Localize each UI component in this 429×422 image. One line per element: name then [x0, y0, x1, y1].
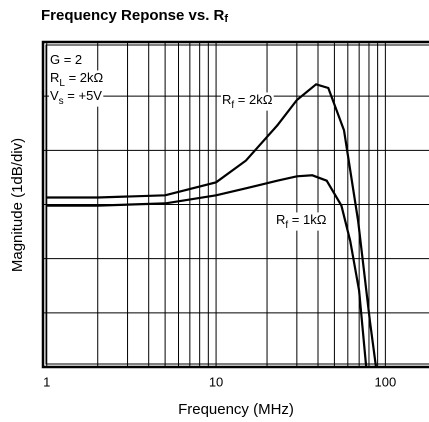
x-tick-label: 10 — [209, 374, 223, 389]
x-tick-label: 100 — [375, 374, 397, 389]
series-label-bg — [275, 212, 328, 231]
annotation-bg — [49, 70, 105, 89]
series-label-main: R — [276, 212, 285, 227]
annotation-bg — [49, 88, 104, 107]
plot-frame-inner — [45, 44, 429, 365]
series-label-main: R — [222, 92, 231, 107]
plot-frame — [41, 40, 429, 369]
chart-title: Frequency Reponse vs. Rf — [41, 7, 228, 25]
annotation-main: G = 2 — [50, 52, 82, 67]
annotation: Vs = +5V — [50, 88, 102, 106]
annotation-bg — [49, 52, 84, 68]
annotation-sub: L — [59, 78, 65, 89]
series-label-bg — [221, 92, 274, 111]
title-sub: f — [224, 13, 228, 25]
annotation: G = 2 — [50, 52, 82, 67]
series-label-sub: f — [285, 220, 288, 231]
title-main: Frequency Reponse vs. R — [41, 7, 225, 24]
series-label-sub: f — [231, 100, 234, 111]
annotation-main: R — [50, 70, 59, 85]
series-label-rest: = 2kΩ — [234, 92, 273, 107]
series-label-rest: = 1kΩ — [288, 212, 327, 227]
annotation-rest: = 2kΩ — [65, 70, 104, 85]
annotation: RL = 2kΩ — [50, 70, 103, 88]
series-label: Rf = 1kΩ — [276, 212, 327, 230]
series-line — [46, 83, 378, 367]
y-axis-label: Magnitude (1dB/div) — [9, 138, 26, 272]
annotation-rest: = +5V — [64, 88, 103, 103]
x-tick-label: 1 — [43, 374, 50, 389]
series-label: Rf = 2kΩ — [222, 92, 273, 110]
series-line — [46, 174, 368, 367]
annotation-sub: s — [59, 96, 64, 107]
x-axis-label: Frequency (MHz) — [178, 401, 294, 418]
annotation-main: V — [50, 88, 59, 103]
